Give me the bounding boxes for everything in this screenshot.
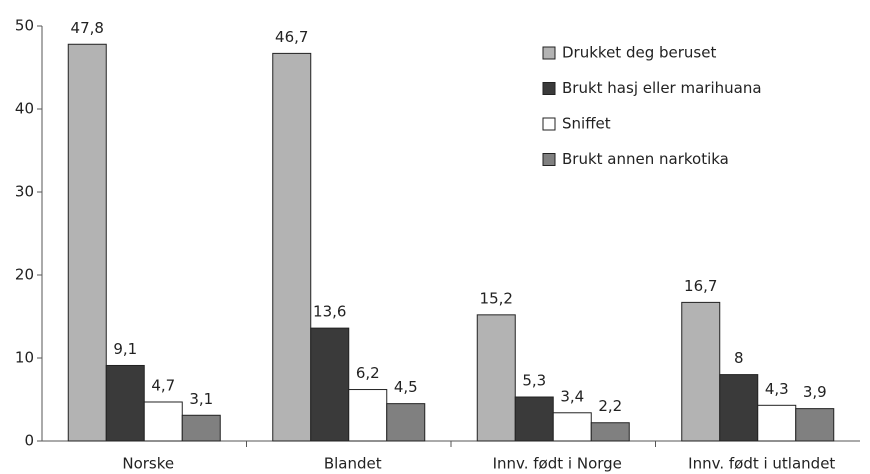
y-tick-label: 40	[15, 100, 34, 118]
y-tick-label: 20	[15, 266, 34, 284]
bar	[105, 364, 145, 442]
value-label: 8	[734, 349, 744, 367]
legend-label: Brukt annen narkotika	[562, 150, 729, 168]
value-label: 5,3	[522, 372, 546, 390]
bar	[143, 401, 183, 442]
value-label: 3,1	[189, 390, 213, 408]
bar	[514, 396, 554, 442]
bar	[590, 422, 630, 442]
legend-label: Sniffet	[562, 115, 611, 133]
value-label: 6,2	[356, 364, 380, 382]
legend-swatch	[542, 117, 556, 131]
bar	[67, 43, 107, 442]
value-label: 2,2	[598, 397, 622, 415]
value-label: 3,4	[560, 387, 584, 405]
legend-swatch	[542, 82, 556, 95]
bar	[386, 403, 426, 442]
value-label: 15,2	[480, 289, 513, 307]
x-tick-label: Innv. født i Norge	[493, 455, 622, 473]
legend-label: Drukket deg beruset	[562, 44, 716, 62]
value-label: 4,5	[394, 378, 418, 396]
value-label: 4,7	[151, 376, 175, 394]
value-label: 4,3	[765, 380, 789, 398]
y-tick-label: 0	[24, 432, 34, 450]
value-label: 16,7	[684, 277, 717, 295]
bar	[476, 314, 516, 442]
bar	[181, 414, 221, 442]
bar	[681, 301, 721, 442]
value-label: 3,9	[803, 383, 827, 401]
bar	[757, 404, 797, 442]
legend-swatch	[542, 46, 556, 60]
bar	[552, 412, 592, 442]
bar	[795, 408, 835, 442]
x-tick-label: Norske	[122, 455, 174, 473]
x-tick-label: Blandet	[324, 455, 382, 473]
legend-swatch	[542, 153, 556, 166]
x-tick-label: Innv. født i utlandet	[688, 455, 835, 473]
bar	[272, 52, 312, 442]
bar	[719, 374, 759, 442]
bar	[348, 389, 388, 442]
value-label: 13,6	[313, 303, 346, 321]
bar	[310, 327, 350, 442]
value-label: 46,7	[275, 28, 308, 46]
value-label: 47,8	[71, 19, 104, 37]
y-tick-label: 50	[15, 17, 34, 35]
y-tick-label: 10	[15, 349, 34, 367]
y-tick-label: 30	[15, 183, 34, 201]
legend-label: Brukt hasj eller marihuana	[562, 79, 762, 97]
value-label: 9,1	[113, 340, 137, 358]
